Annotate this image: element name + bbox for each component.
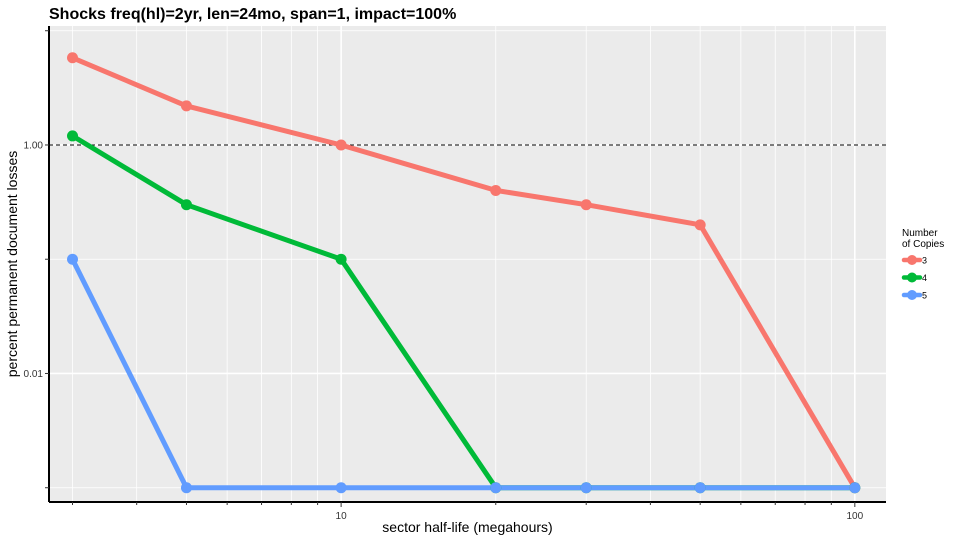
data-point [180, 100, 192, 112]
data-point [490, 482, 502, 494]
legend-key-point [907, 272, 917, 283]
legend-title-line1: Number [902, 228, 938, 239]
x-axis-title: sector half-life (megahours) [382, 519, 552, 535]
legend-key-point [907, 255, 917, 265]
data-point [580, 482, 592, 494]
legend-title-line2: of Copies [902, 239, 944, 250]
y-axis-title: percent permanent document losses [4, 151, 20, 377]
legend-key-point [907, 290, 917, 300]
x-axis-ticks: 10 100 [72, 502, 864, 522]
data-point [694, 219, 706, 231]
legend-label: 5 [922, 291, 927, 301]
plot-panel [49, 26, 886, 502]
data-point [490, 184, 502, 196]
y-tick-label: 1.00 [24, 140, 44, 151]
data-point [335, 139, 347, 151]
data-point [67, 130, 79, 142]
legend: Number of Copies 3 4 5 [901, 228, 944, 301]
data-point [67, 253, 79, 265]
legend-label: 4 [922, 273, 927, 283]
data-point [67, 52, 79, 64]
legend-items: 3 4 5 [901, 255, 927, 301]
data-point [694, 482, 706, 494]
data-point [335, 482, 347, 494]
data-point [849, 482, 861, 494]
y-tick-label: 0.01 [24, 369, 44, 380]
x-tick-label: 100 [846, 511, 863, 522]
data-point [180, 482, 192, 494]
data-point [335, 253, 347, 265]
legend-label: 3 [922, 256, 927, 266]
series-points [67, 52, 861, 494]
chart-title: Shocks freq(hl)=2yr, len=24mo, span=1, i… [49, 6, 456, 23]
y-axis-ticks: 1.00 0.01 [24, 30, 49, 489]
data-point [580, 199, 592, 211]
data-point [180, 199, 192, 211]
x-tick-label: 10 [336, 511, 348, 522]
